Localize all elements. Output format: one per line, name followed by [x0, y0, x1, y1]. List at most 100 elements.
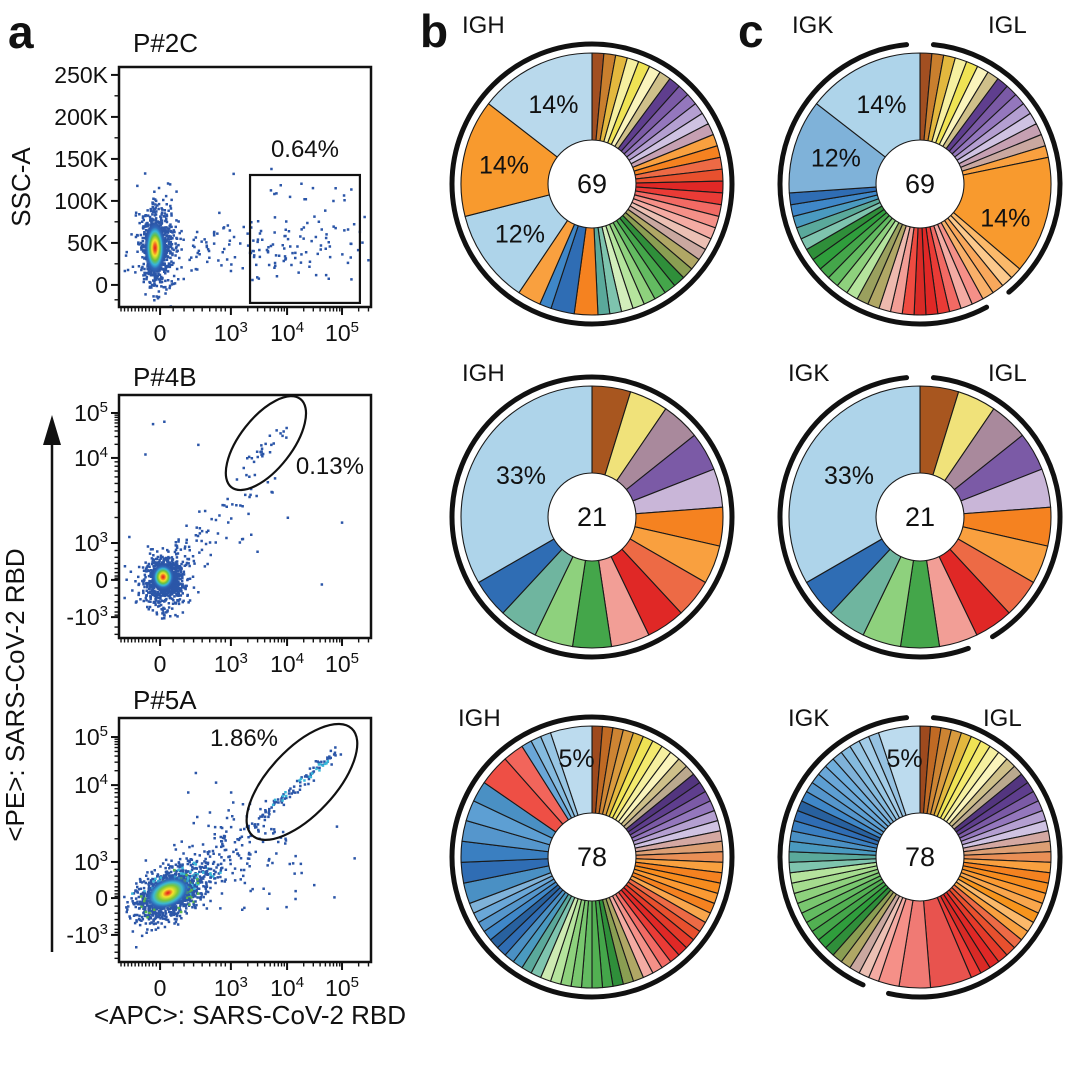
pie-outer-ring [449, 714, 735, 1000]
y-axis: 105 104 103 0 -103 [66, 723, 119, 960]
density-cloud [123, 843, 249, 949]
plot-title: P#2C [133, 28, 198, 58]
pie-clone-count: 69 [905, 169, 935, 199]
gate-ellipse [245, 722, 359, 841]
sparse-events [177, 509, 250, 568]
y-axis: 105 104 103 0 -103 [66, 399, 119, 636]
pie-percent-label: 33% [496, 462, 546, 490]
y-tick-label: 103 [74, 848, 108, 875]
gate-percentage: 0.13% [296, 453, 364, 480]
density-core [144, 219, 167, 276]
sparse-events [182, 810, 303, 910]
scatter-points [123, 420, 344, 620]
pie-center-hole [875, 139, 965, 229]
pie-percent-label: 5% [558, 745, 594, 773]
pie-outer-ring [449, 374, 735, 660]
x-axis: 0 103 104 105 [120, 962, 370, 1001]
pie-clone-count: 69 [577, 169, 607, 199]
density-cloud [124, 172, 185, 307]
pie-ring-igk-arc [777, 375, 971, 660]
pie-header-igk: IGK [788, 360, 829, 387]
y-tick-label: 250K [54, 62, 108, 88]
x-axis: 0 103 104 105 [120, 307, 370, 346]
density-core [144, 875, 192, 911]
y-tick-label: 105 [74, 399, 108, 426]
x-tick-label: 103 [214, 319, 248, 346]
pie-clone-count: 78 [905, 842, 935, 872]
y-tick-label: 105 [74, 723, 108, 750]
pie-b-igh-78: 78 5% IGH [449, 705, 735, 1000]
x-tick-label: 0 [154, 975, 167, 1001]
pie-percent-label: 33% [824, 462, 874, 490]
pie-ring-igl-arc [930, 375, 1063, 640]
density-cloud [146, 198, 173, 231]
panel-letter-c: c [738, 5, 764, 57]
outlier-events [232, 167, 370, 262]
x-tick-label: 104 [270, 974, 304, 1001]
flow-plot-p5a: 1.86% 0 103 104 105 105 104 103 0 -103 P#5A [66, 685, 373, 1001]
panel-letter-a: a [8, 6, 34, 58]
pie-center-hole [875, 472, 965, 562]
pie-clone-count: 21 [577, 502, 607, 532]
scatter-points [123, 167, 370, 307]
y-axis: 250K 200K 150K 100K 50K 0 [54, 62, 119, 301]
pie-header-igl: IGL [988, 360, 1027, 387]
pie-center-hole [547, 472, 637, 562]
pie-center-hole [547, 139, 637, 229]
plot-title: P#4B [133, 362, 197, 392]
sparse-events [256, 182, 356, 281]
pie-clone-count: 78 [577, 842, 607, 872]
x-tick-label: 104 [270, 319, 304, 346]
plot-frame [117, 65, 373, 309]
pie-percent-label: 14% [980, 204, 1030, 232]
pie-header-igh: IGH [462, 360, 505, 387]
event-trail [271, 759, 330, 807]
pie-header-igh: IGH [462, 12, 505, 39]
pie-ring-igk-arc [777, 42, 990, 327]
y-tick-label: 150K [54, 146, 108, 172]
y-tick-label: -103 [66, 921, 108, 948]
pie-percent-label: 12% [811, 144, 861, 172]
y-tick-label: -103 [66, 603, 108, 630]
plot-frame [117, 716, 373, 964]
x-tick-label: 105 [325, 974, 359, 1001]
gate-percentage: 0.64% [271, 136, 339, 163]
plot-title: P#5A [133, 685, 197, 715]
pie-ring-igk-arc [777, 715, 910, 988]
density-cloud [147, 576, 184, 620]
pie-center-hole [875, 812, 965, 902]
pie-percent-label: 14% [528, 91, 578, 119]
x-tick-label: 105 [325, 650, 359, 677]
flow-plot-p4b: 0.13% 0 103 104 105 105 104 103 0 -103 P#4B [66, 362, 373, 677]
gate-ellipse [224, 395, 308, 492]
pie-percent-label: 14% [856, 91, 906, 119]
pie-header-igk: IGK [792, 12, 833, 39]
outlier-events [144, 420, 344, 586]
pie-ring-igl-arc [930, 42, 1063, 295]
x-tick-label: 0 [154, 651, 167, 677]
x-axis: 0 103 104 105 [120, 638, 370, 677]
y-axis-label-ssc-a: SSC-A [6, 147, 36, 227]
x-tick-label: 0 [154, 320, 167, 346]
pie-clone-count: 21 [905, 502, 935, 532]
pie-header-igl: IGL [983, 705, 1022, 732]
y-tick-label: 104 [74, 771, 108, 798]
flow-plot-p2c: 0.64% 0 103 104 105 250K 200K 150K 100K 50K 0 P#2C [54, 28, 373, 346]
event-trail [225, 799, 271, 840]
pie-b-igh-69: 69 14% 14% 12% IGH [449, 12, 735, 327]
y-axis-arrow-head [43, 415, 61, 445]
x-tick-label: 104 [270, 650, 304, 677]
pie-center-hole [547, 812, 637, 902]
pie-percent-label: 14% [479, 151, 529, 179]
pie-outer-ring [449, 41, 735, 327]
panel-letter-b: b [420, 5, 448, 57]
pie-header-igk: IGK [788, 705, 829, 732]
pie-c-igkl-69: 69 14% 12% 14% IGK IGL [777, 12, 1063, 327]
event-trail [173, 801, 287, 898]
pie-c-igkl-78: 78 5% IGK IGL [777, 705, 1063, 1000]
y-axis-label-pe: <PE>: SARS-CoV-2 RBD [0, 548, 30, 841]
pie-header-igh: IGH [458, 705, 501, 732]
y-tick-label: 104 [74, 444, 108, 471]
